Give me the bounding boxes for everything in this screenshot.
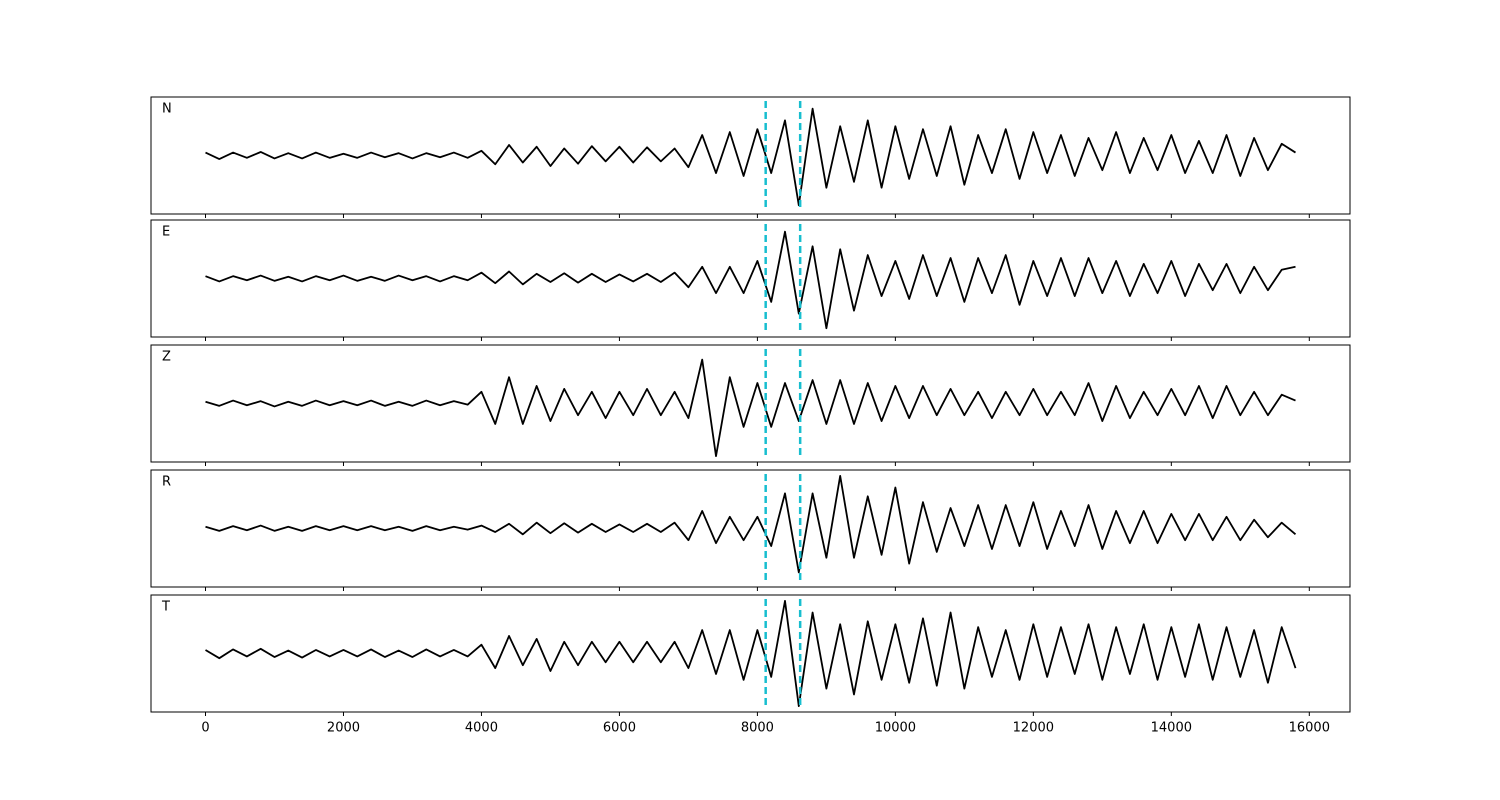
panel-frame	[150, 344, 1351, 463]
trace	[205, 358, 1296, 458]
x-tick-label: 16000	[1289, 721, 1330, 736]
x-tick-label: 6000	[603, 721, 636, 736]
trace	[205, 474, 1297, 574]
x-tick-label: 0	[201, 721, 209, 736]
x-tick-label: 2000	[327, 721, 360, 736]
trace	[205, 107, 1296, 207]
x-tick-label: 4000	[465, 721, 498, 736]
channel-label: T	[161, 600, 170, 615]
channel-label: E	[162, 225, 170, 240]
trace	[205, 230, 1296, 330]
panel-frame	[150, 594, 1351, 713]
trace	[205, 599, 1297, 708]
panel-frame	[150, 219, 1351, 338]
panel-frame	[150, 96, 1351, 215]
x-tick-label: 12000	[1013, 721, 1054, 736]
x-tick-label: 10000	[875, 721, 916, 736]
channel-label: Z	[162, 350, 171, 365]
channel-label: R	[162, 475, 171, 490]
x-tick-label: 14000	[1151, 721, 1192, 736]
x-tick-label: 8000	[741, 721, 774, 736]
channel-label: N	[162, 102, 172, 117]
panel-frame	[150, 469, 1351, 588]
